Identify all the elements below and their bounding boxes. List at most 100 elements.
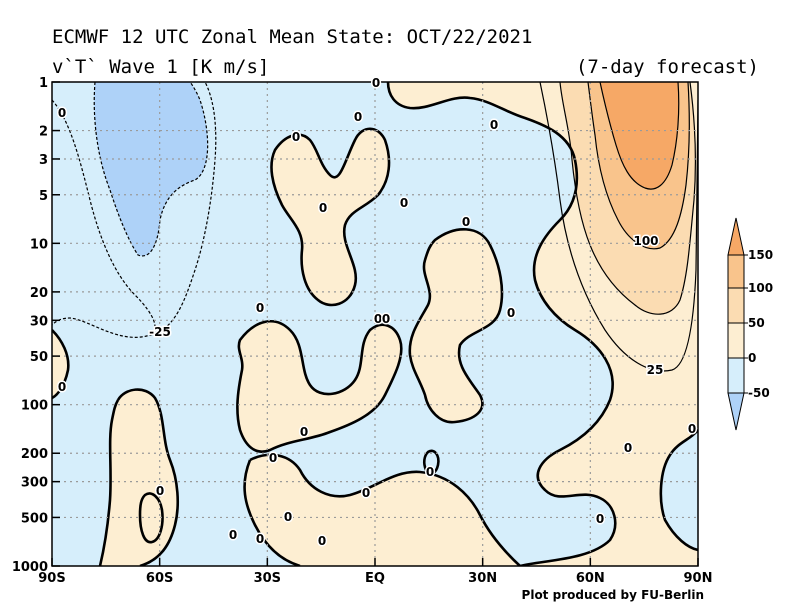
x-tick-label: 90S xyxy=(38,571,65,586)
svg-text:0: 0 xyxy=(426,465,434,479)
grid-lines xyxy=(52,82,698,566)
svg-text:0: 0 xyxy=(58,106,66,120)
colorbar-segment-0 xyxy=(727,357,745,394)
chart-subtitle: v`T` Wave 1 [K m/s] xyxy=(52,56,270,78)
y-axis: 1 2 3 5 10 20 30 50 100 200 300 500 1000 xyxy=(12,76,60,575)
positive-region-lower-center xyxy=(244,454,521,566)
contour-label: 0 xyxy=(154,483,165,500)
positive-region-tropics xyxy=(409,229,502,423)
colorbar-label: 150 xyxy=(748,248,773,262)
svg-text:0: 0 xyxy=(256,532,264,546)
svg-text:0: 0 xyxy=(156,484,164,498)
y-tick-label: 50 xyxy=(30,350,48,365)
y-tick-label: 500 xyxy=(21,511,48,526)
y-tick-label: 3 xyxy=(39,153,48,168)
contour-label: 0 xyxy=(424,464,435,481)
x-tick-label: 60S xyxy=(146,571,173,586)
y-tick-label: 1000 xyxy=(12,560,48,575)
colorbar-top-triangle xyxy=(727,217,745,256)
contour-label: 0 xyxy=(370,75,381,92)
contour-label: 0 xyxy=(488,117,499,134)
contour-label: 25 xyxy=(645,362,665,379)
svg-text:0: 0 xyxy=(507,306,515,320)
svg-text:0: 0 xyxy=(374,312,382,326)
y-tick-label: 5 xyxy=(39,189,48,204)
contour-label: 0 xyxy=(398,195,409,212)
svg-text:0: 0 xyxy=(490,118,498,132)
y-tick-label: 200 xyxy=(21,447,48,462)
svg-text:0: 0 xyxy=(319,201,327,215)
contour-label: 0 xyxy=(352,109,363,126)
svg-text:0: 0 xyxy=(269,451,277,465)
colorbar: 150 100 50 0 -50 xyxy=(727,217,773,431)
zero-contours xyxy=(52,82,698,566)
contour-label: -25 xyxy=(148,324,173,341)
svg-text:0: 0 xyxy=(318,534,326,548)
negative-contours xyxy=(52,82,217,338)
svg-text:0: 0 xyxy=(292,130,300,144)
svg-text:0: 0 xyxy=(400,196,408,210)
x-axis: 90S 60S 30S EQ 30N 60N 90N xyxy=(38,558,712,586)
svg-text:0: 0 xyxy=(362,486,370,500)
positive-region-lower xyxy=(100,389,178,566)
colorbar-label: 50 xyxy=(748,316,765,330)
colorbar-segment-100 xyxy=(727,287,745,324)
svg-text:25: 25 xyxy=(647,363,664,377)
y-tick-label: 1 xyxy=(39,76,48,91)
contour-label: 0 xyxy=(316,533,327,550)
svg-text:-25: -25 xyxy=(149,325,171,339)
x-tick-label: 90N xyxy=(684,571,713,586)
svg-text:0: 0 xyxy=(688,422,696,436)
svg-text:0: 0 xyxy=(284,510,292,524)
region-above-150 xyxy=(600,82,679,190)
contour-label: 0 xyxy=(282,509,293,526)
contour-label: 0 xyxy=(460,214,471,231)
svg-text:0: 0 xyxy=(624,441,632,455)
svg-text:0: 0 xyxy=(462,215,470,229)
x-tick-label: 30S xyxy=(254,571,281,586)
svg-text:0: 0 xyxy=(229,528,237,542)
x-tick-label: 30N xyxy=(468,571,497,586)
contour-field xyxy=(52,82,698,566)
svg-text:0: 0 xyxy=(300,425,308,439)
positive-region-upper xyxy=(271,128,390,305)
contour-label: 0 xyxy=(505,305,516,322)
colorbar-label: 100 xyxy=(748,281,773,295)
colorbar-label: 0 xyxy=(748,351,756,365)
contour-label: 0 xyxy=(56,105,67,122)
contour-label: 0 xyxy=(254,300,265,317)
credit-footer: Plot produced by FU-Berlin xyxy=(521,588,704,602)
contour-label: 0 xyxy=(317,200,328,217)
colorbar-label: -50 xyxy=(748,386,770,400)
strong-negative-region xyxy=(94,82,208,256)
forecast-label: (7-day forecast) xyxy=(575,56,759,78)
contour-label: 0 xyxy=(290,129,301,146)
y-tick-label: 10 xyxy=(30,237,48,252)
svg-text:0: 0 xyxy=(354,110,362,124)
svg-text:0: 0 xyxy=(256,301,264,315)
y-tick-label: 300 xyxy=(21,476,48,491)
chart-title: ECMWF 12 UTC Zonal Mean State: OCT/22/20… xyxy=(52,26,533,48)
contour-label: 0 xyxy=(622,440,633,457)
contour-label: 0 xyxy=(594,511,605,528)
contour-labels: 0 0 0 0 0 0 0 0 0 0 0 0 0 0 0 0 0 0 0 0 0 0 0 0 0 -25 25 100 xyxy=(56,75,697,550)
svg-text:0: 0 xyxy=(382,312,390,326)
contour-label: 0 xyxy=(360,485,371,502)
contour-label: 0 xyxy=(56,379,67,396)
colorbar-segment-50 xyxy=(727,322,745,359)
contour-label: 0 xyxy=(227,527,238,544)
svg-text:0: 0 xyxy=(596,512,604,526)
positive-region-mid xyxy=(237,321,402,452)
svg-text:0: 0 xyxy=(58,380,66,394)
svg-text:100: 100 xyxy=(633,234,658,248)
contour-label: 0 xyxy=(380,311,391,328)
positive-contours xyxy=(539,82,698,372)
colorbar-segment-150 xyxy=(727,254,745,289)
colorbar-bottom-triangle xyxy=(727,392,745,431)
x-tick-label: 60N xyxy=(576,571,605,586)
svg-text:0: 0 xyxy=(372,76,380,90)
contour-label: 0 xyxy=(267,450,278,467)
contour-label: 0 xyxy=(254,531,265,548)
contour-label: 0 xyxy=(298,424,309,441)
